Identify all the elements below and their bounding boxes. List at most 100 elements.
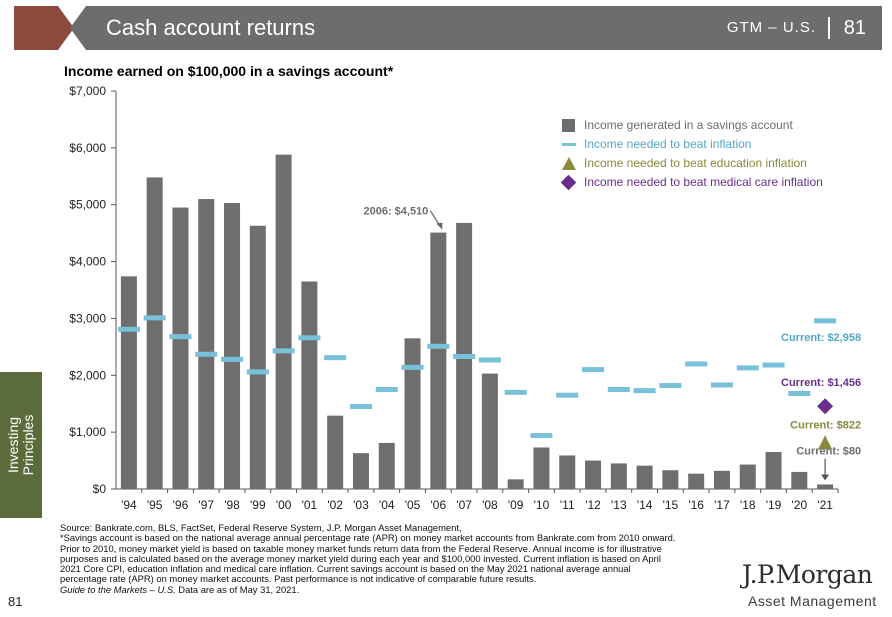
footnotes: Source: Bankrate.com, BLS, FactSet, Fede… bbox=[60, 522, 720, 595]
inflation-dash bbox=[685, 361, 708, 367]
inflation-dash bbox=[478, 357, 501, 363]
bar bbox=[791, 471, 808, 489]
inflation-dash bbox=[221, 356, 244, 362]
bar bbox=[636, 465, 653, 489]
x-tick-label: '96 bbox=[173, 498, 189, 512]
x-tick-label: '98 bbox=[224, 498, 240, 512]
legend-dash-swatch bbox=[562, 143, 576, 146]
y-tick-label: $7,000 bbox=[69, 84, 106, 98]
x-tick-label: '15 bbox=[663, 498, 679, 512]
bar bbox=[662, 470, 679, 489]
inflation-dash bbox=[762, 362, 785, 368]
y-tick-label: $5,000 bbox=[69, 198, 106, 212]
inflation-dash bbox=[117, 326, 140, 332]
bar bbox=[481, 373, 498, 489]
legend-triangle-swatch bbox=[562, 157, 576, 170]
footnote-line: 2021 Core CPI, education inflation and m… bbox=[60, 563, 631, 575]
y-tick-label: $2,000 bbox=[69, 368, 106, 382]
inflation-dash bbox=[556, 392, 579, 398]
bar bbox=[301, 281, 318, 489]
inflation-dash bbox=[246, 369, 269, 375]
inflation-dash bbox=[453, 354, 476, 360]
x-tick-label: '05 bbox=[405, 498, 421, 512]
bar bbox=[610, 463, 627, 489]
bar bbox=[765, 452, 782, 489]
footnote-line: Prior to 2010, money market yield is bas… bbox=[60, 542, 662, 554]
x-tick-label: '00 bbox=[276, 498, 292, 512]
annotation-arrowhead bbox=[436, 222, 443, 230]
x-tick-label: '95 bbox=[147, 498, 163, 512]
bar bbox=[430, 232, 447, 489]
y-tick-label: $4,000 bbox=[69, 255, 106, 269]
annotation-current-medical: Current: $1,456 bbox=[781, 377, 861, 389]
inflation-dash bbox=[427, 343, 450, 349]
x-tick-label: '97 bbox=[198, 498, 214, 512]
footnote-line: purposes and is calculated based on the … bbox=[60, 552, 661, 564]
x-tick-label: '16 bbox=[688, 498, 704, 512]
x-tick-label: '19 bbox=[766, 498, 782, 512]
x-tick-label: '94 bbox=[121, 498, 137, 512]
y-tick-label: $0 bbox=[93, 482, 107, 496]
header-page-number: 81 bbox=[843, 17, 866, 39]
legend-diamond-swatch bbox=[560, 174, 577, 191]
bar bbox=[559, 455, 576, 489]
inflation-dash bbox=[169, 334, 192, 340]
legend-item-education: Income needed to beat education inflatio… bbox=[560, 155, 823, 174]
annotation-2006: 2006: $4,510 bbox=[363, 206, 428, 218]
footnote-guide: Guide to the Markets – U.S. Data are as … bbox=[60, 583, 720, 595]
x-tick-label: '06 bbox=[431, 498, 447, 512]
x-tick-label: '18 bbox=[740, 498, 756, 512]
annotation-current-education: Current: $822 bbox=[790, 419, 861, 431]
header-title: Cash account returns bbox=[106, 15, 316, 40]
legend-medical-label: Income needed to beat medical care infla… bbox=[584, 175, 823, 189]
x-tick-label: '08 bbox=[482, 498, 498, 512]
bar bbox=[120, 276, 137, 489]
inflation-dash bbox=[349, 404, 372, 410]
chart-canvas: $0 $1,000 $2,000 $3,000 $4,000 $5,000 $6,000 $7… bbox=[69, 84, 861, 512]
bar bbox=[688, 473, 705, 489]
x-tick-label: '13 bbox=[611, 498, 627, 512]
inflation-dash bbox=[272, 348, 295, 354]
bar bbox=[327, 415, 344, 489]
bar bbox=[249, 225, 266, 489]
x-tick-label: '09 bbox=[508, 498, 524, 512]
header-gtm-label: GTM – U.S. bbox=[726, 19, 816, 36]
footer-page-number: 81 bbox=[8, 594, 23, 609]
footnote-guide-title: Guide to the Markets – U.S. bbox=[60, 583, 176, 595]
header-arrow-shape bbox=[14, 6, 882, 50]
inflation-dash bbox=[195, 351, 218, 357]
footnote-line: *Savings account is based on the nationa… bbox=[60, 532, 676, 544]
inflation-dash bbox=[607, 387, 630, 392]
x-tick-label: '12 bbox=[585, 498, 601, 512]
inflation-dash bbox=[375, 387, 398, 392]
inflation-dash bbox=[710, 382, 733, 388]
inflation-dash bbox=[530, 433, 553, 439]
legend-education-label: Income needed to beat education inflatio… bbox=[584, 156, 807, 170]
bar bbox=[224, 203, 241, 489]
bar bbox=[275, 154, 292, 489]
annotation-current-savings: Current: $80 bbox=[796, 445, 861, 457]
bar bbox=[507, 479, 524, 489]
x-tick-label: '14 bbox=[637, 498, 653, 512]
medical-diamond bbox=[817, 398, 834, 415]
legend: Income generated in a savings account In… bbox=[560, 117, 823, 193]
inflation-dash bbox=[143, 315, 166, 321]
bar bbox=[533, 447, 550, 489]
chart-title: Income earned on $100,000 in a savings a… bbox=[64, 63, 394, 79]
bar bbox=[739, 464, 756, 489]
legend-bar-label: Income generated in a savings account bbox=[584, 118, 793, 132]
bar bbox=[817, 484, 834, 489]
bar bbox=[585, 460, 602, 489]
x-tick-label: '20 bbox=[792, 498, 808, 512]
inflation-dash bbox=[298, 335, 321, 341]
bar bbox=[146, 177, 163, 489]
inflation-dash bbox=[814, 318, 837, 324]
inflation-dash bbox=[324, 355, 347, 361]
x-tick-label: '03 bbox=[353, 498, 369, 512]
inflation-dash bbox=[633, 388, 656, 394]
y-tick-label: $1,000 bbox=[69, 425, 106, 439]
annotation-current-inflation: Current: $2,958 bbox=[781, 332, 861, 344]
legend-item-inflation: Income needed to beat inflation bbox=[560, 136, 823, 155]
annotation-arrowhead-current bbox=[821, 474, 830, 481]
x-tick-label: '04 bbox=[379, 498, 395, 512]
